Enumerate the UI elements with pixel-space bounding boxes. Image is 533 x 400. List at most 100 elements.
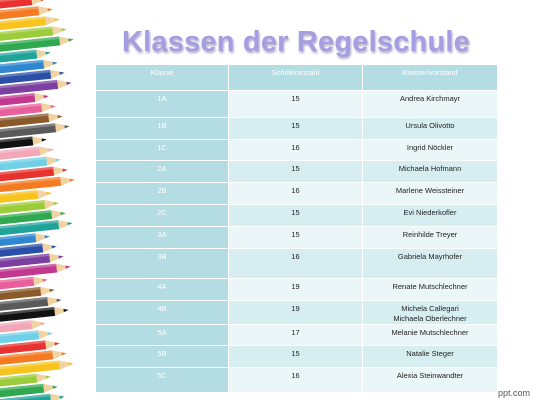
pencil (0, 16, 60, 32)
pencil (0, 93, 49, 107)
teacher-cell: Gabriela Mayrhofer (362, 248, 498, 279)
pencil (0, 393, 65, 400)
pencil (0, 69, 65, 86)
pencil (0, 276, 48, 291)
table-row: 5B 15 Natalie Steger (95, 345, 498, 368)
pencil (0, 36, 74, 53)
pencil (0, 306, 69, 323)
pencil (0, 0, 46, 10)
footer-text: ppt.com (497, 388, 530, 398)
teacher-cell: Michaela Hofmann (362, 160, 498, 183)
count-cell: 16 (228, 367, 363, 393)
pencil (0, 243, 57, 258)
pencil (0, 330, 53, 345)
pencil (0, 350, 67, 366)
pencil (0, 373, 51, 388)
count-cell: 19 (228, 300, 363, 325)
table-row: 2A 15 Michaela Hofmann (95, 160, 498, 183)
pencil (0, 156, 61, 172)
pencil (0, 253, 64, 269)
pencil (0, 360, 74, 377)
teacher-cell: Renate Mutschlechner (362, 278, 498, 301)
pencil (0, 220, 73, 237)
teacher-cell: Melanie Mutschlechner (362, 324, 498, 346)
pencil (0, 166, 68, 183)
header-cell: Klassenvorstand (362, 64, 498, 91)
class-cell: 4A (95, 278, 229, 301)
table-row: 1B 15 Ursula Olivotto (95, 117, 498, 140)
pencil (0, 320, 46, 334)
teacher-line: Michaela Oberlechner (393, 314, 467, 323)
pencil (0, 113, 63, 129)
table-row: 1C 16 Ingrid Nöckler (95, 139, 498, 161)
pencil (0, 233, 50, 248)
teacher-cell: Evi Niederkofler (362, 204, 498, 227)
class-cell: 3A (95, 226, 229, 249)
class-cell: 1B (95, 117, 229, 140)
class-cell: 1C (95, 139, 229, 161)
table-row: 2B 16 Marlene Weissteiner (95, 182, 498, 205)
teacher-cell: Reinhilde Treyer (362, 226, 498, 249)
pencil (0, 79, 72, 96)
table-row: 3A 15 Reinhilde Treyer (95, 226, 498, 249)
class-cell: 5B (95, 345, 229, 368)
slide-title: Klassen der Regelschule (122, 26, 470, 58)
pencil (0, 176, 75, 194)
class-cell: 4B (95, 300, 229, 325)
teacher-cell: Natalie Steger (362, 345, 498, 368)
count-cell: 15 (228, 204, 363, 227)
table-row: 1A 15 Andrea Kirchmayr (95, 90, 498, 118)
table-row: 3B 16 Gabriela Mayrhofer (95, 248, 498, 279)
table-row: 5C 16 Alexia Steinwandter (95, 367, 498, 393)
pencil (0, 263, 71, 280)
pencil (0, 26, 67, 42)
count-cell: 19 (228, 278, 363, 301)
teacher-cell: Andrea Kirchmayr (362, 90, 498, 118)
pencil (0, 200, 59, 215)
header-cell: Schüleranzahl (228, 64, 363, 91)
count-cell: 15 (228, 117, 363, 140)
table-row: 4A 19 Renate Mutschlechner (95, 278, 498, 301)
table-row: 2C 15 Evi Niederkofler (95, 204, 498, 227)
pencil (0, 103, 56, 118)
pencil (0, 146, 54, 161)
class-cell: 2A (95, 160, 229, 183)
pencil (0, 189, 52, 204)
class-cell: 2B (95, 182, 229, 205)
teacher-cell: Alexia Steinwandter (362, 367, 498, 393)
count-cell: 15 (228, 160, 363, 183)
pencil (0, 210, 66, 226)
count-cell: 16 (228, 248, 363, 279)
pencil (0, 6, 53, 21)
class-cell: 2C (95, 204, 229, 227)
teacher-cell: Michela Callegari Michaela Oberlechner (362, 300, 498, 325)
teacher-line: Michela Callegari (401, 304, 459, 313)
teacher-cell: Marlene Weissteiner (362, 182, 498, 205)
count-cell: 15 (228, 90, 363, 118)
class-table: Klasse Schüleranzahl Klassenvorstand 1A 15 A… (95, 64, 498, 393)
pencil (0, 123, 70, 140)
table-row: 5A 17 Melanie Mutschlechner (95, 324, 498, 346)
class-cell: 1A (95, 90, 229, 118)
pencil (0, 286, 55, 302)
count-cell: 15 (228, 226, 363, 249)
class-cell: 3B (95, 248, 229, 279)
count-cell: 16 (228, 139, 363, 161)
header-cell: Klasse (95, 64, 229, 91)
count-cell: 17 (228, 324, 363, 346)
pencil (0, 340, 60, 356)
teacher-cell: Ingrid Nöckler (362, 139, 498, 161)
pencil (0, 296, 62, 312)
count-cell: 16 (228, 182, 363, 205)
count-cell: 15 (228, 345, 363, 368)
pencil (0, 49, 51, 64)
pencil-decoration (0, 0, 75, 400)
table-row: 4B 19 Michela Callegari Michaela Oberlechne… (95, 300, 498, 325)
header-row: Klasse Schüleranzahl Klassenvorstand (95, 64, 498, 91)
pencil (0, 59, 58, 75)
class-cell: 5A (95, 324, 229, 346)
pencil (0, 383, 58, 399)
teacher-cell: Ursula Olivotto (362, 117, 498, 140)
class-cell: 5C (95, 367, 229, 393)
